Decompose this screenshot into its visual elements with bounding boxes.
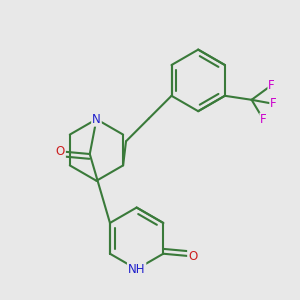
Text: O: O bbox=[188, 250, 197, 263]
Text: F: F bbox=[268, 79, 275, 92]
Text: F: F bbox=[270, 97, 277, 110]
Text: F: F bbox=[260, 113, 267, 126]
Text: O: O bbox=[56, 145, 65, 158]
Text: N: N bbox=[92, 113, 101, 126]
Text: NH: NH bbox=[128, 262, 146, 276]
